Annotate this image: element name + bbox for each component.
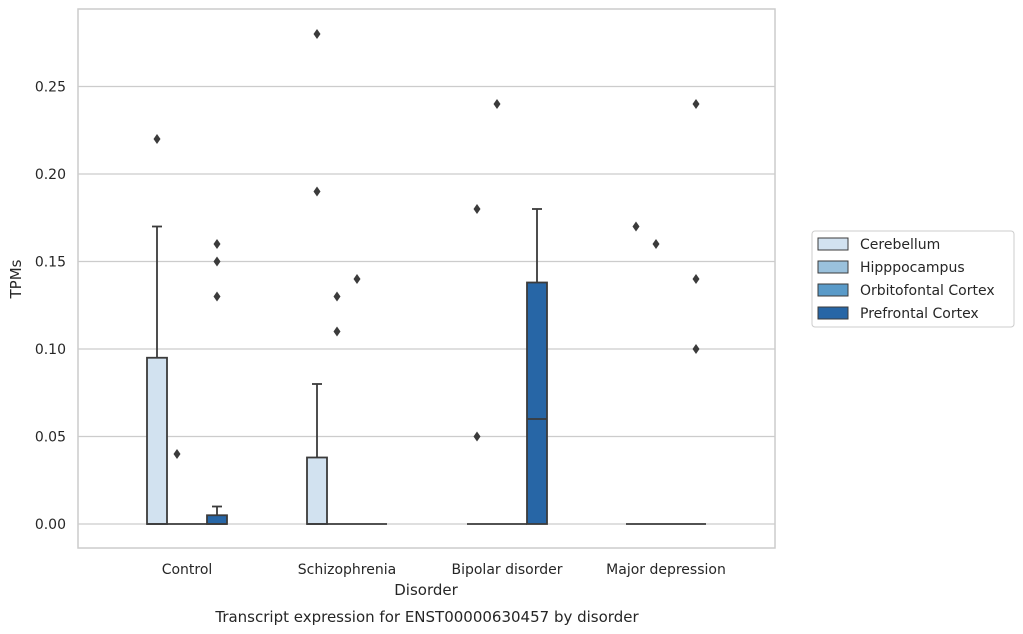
y-tick-label: 0.20 [35,167,66,183]
outlier-point [493,99,501,109]
outlier-point [333,291,341,302]
outlier-point [213,291,221,302]
y-axis-ticks: 0.00 0.05 0.10 0.15 0.20 0.25 [35,80,66,534]
x-axis-ticks: Control Schizophrenia Bipolar disorder Majo… [162,562,726,578]
x-tick-label: Control [162,562,213,578]
legend-label: Cerebellum [860,237,940,253]
outlier-point [692,99,700,109]
legend-label: Orbitofontal Cortex [860,283,995,299]
outlier-point [313,186,321,197]
box-cerebellum [146,225,168,525]
x-tick-label: Major depression [606,562,726,578]
legend-label: Prefrontal Cortex [860,306,979,322]
box-cerebellum [306,383,328,525]
outlier-point [473,431,481,442]
outlier-points [153,29,700,459]
outlier-point [652,239,660,249]
box-series [146,208,706,525]
box-prefrontal-cortex [206,505,228,525]
box-prefrontal-cortex [526,208,548,525]
legend-swatch [817,237,849,251]
y-tick-label: 0.00 [35,517,66,533]
box-body [306,456,328,525]
x-tick-label: Bipolar disorder [451,562,562,578]
outlier-point [692,344,700,354]
x-axis-label: Disorder [394,581,458,599]
y-tick-label: 0.05 [35,430,66,446]
outlier-point [632,221,640,232]
legend-swatch [817,260,849,274]
outlier-point [353,274,361,284]
outlier-point [153,134,161,144]
outlier-point [473,204,481,214]
x-tick-label: Schizophrenia [298,562,396,578]
outlier-point [173,449,181,459]
outlier-point [213,256,221,267]
outlier-point [313,29,321,39]
chart-caption: Transcript expression for ENST0000063045… [214,608,639,626]
box-body [526,281,548,525]
legend-frame [811,230,1015,328]
legend-swatch [817,306,849,320]
outlier-point [213,239,221,249]
box-body [146,356,168,525]
legend-swatch [817,283,849,297]
y-tick-label: 0.10 [35,342,66,358]
y-tick-label: 0.15 [35,255,66,271]
box-body [206,514,228,525]
y-axis-label: TPMs [7,259,25,299]
y-tick-label: 0.25 [35,80,66,96]
legend-label: Hipppocampus [860,260,965,276]
outlier-point [333,326,341,337]
legend: Cerebellum Hipppocampus Orbitofontal Corte… [811,230,1015,328]
outlier-point [692,274,700,284]
plot-frame [77,8,776,549]
gridlines [78,85,775,525]
